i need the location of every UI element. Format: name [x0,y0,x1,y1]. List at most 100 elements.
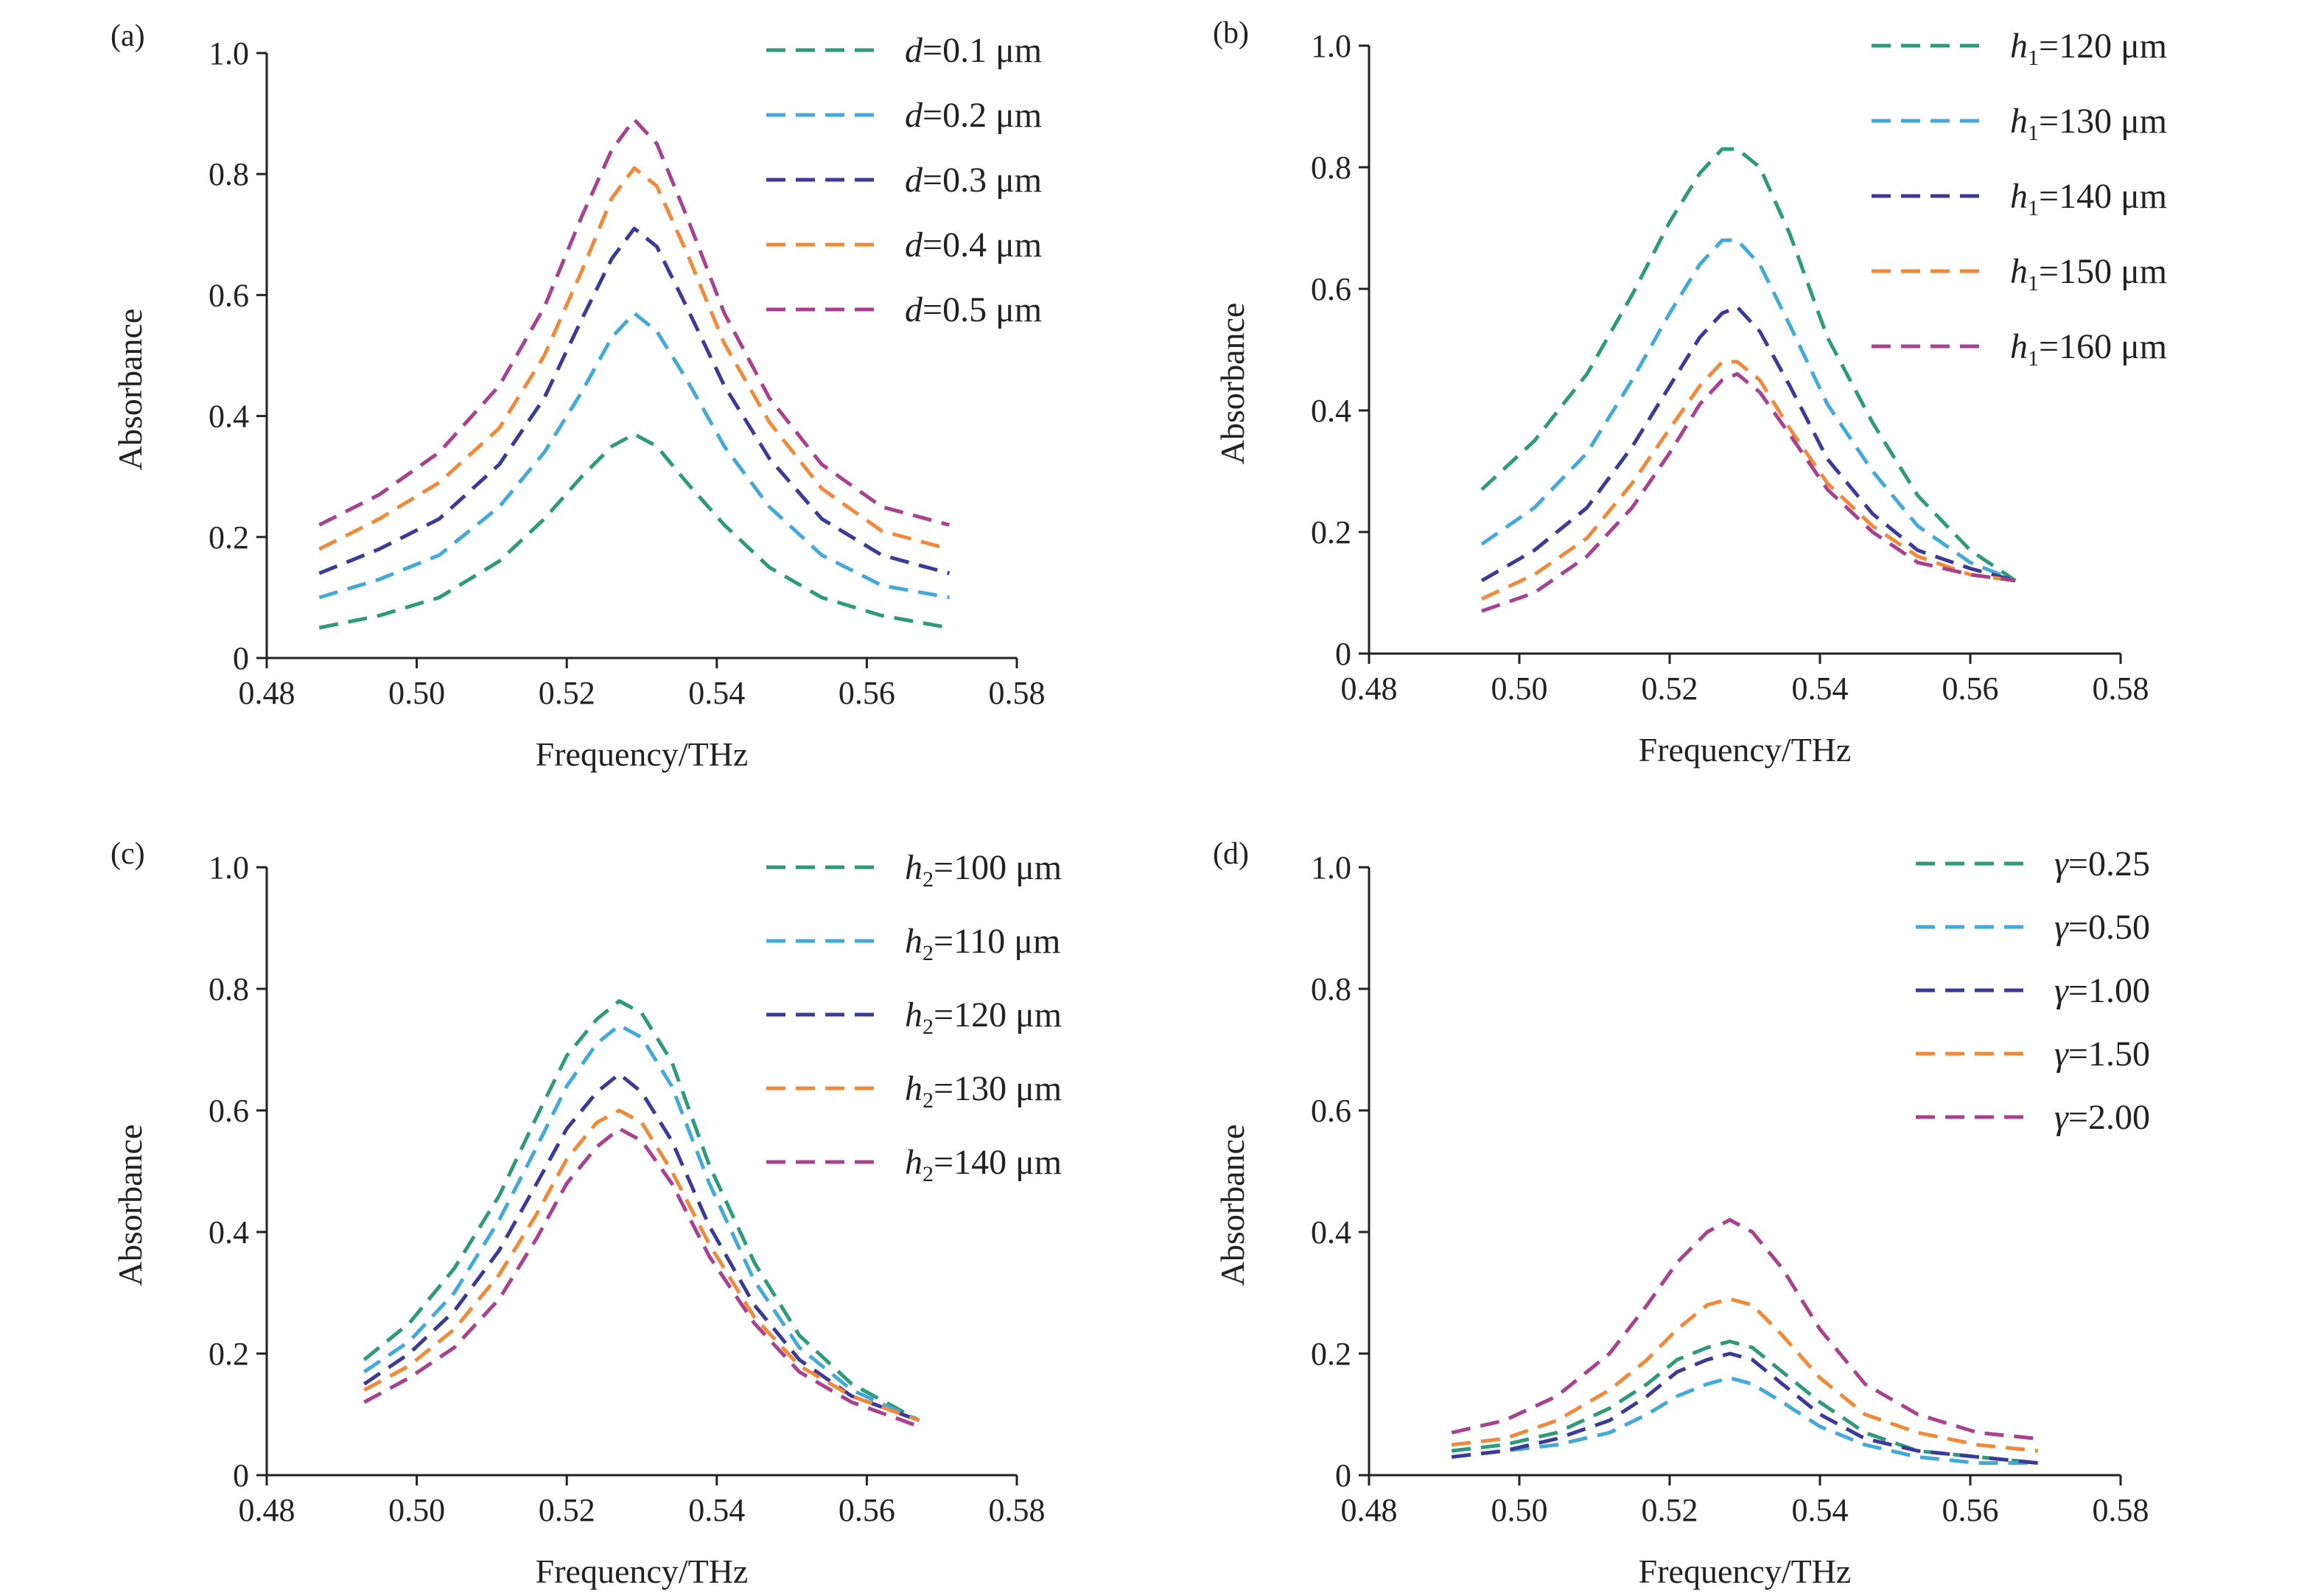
legend-value: =140 μm [2039,177,2167,216]
legend-symbol: d [905,161,923,200]
legend-label: d=0.1 μm [905,31,1042,70]
series-line-3 [1451,1297,2039,1453]
x-tick-label: 0.54 [1792,671,1849,707]
y-tick-label: 0.2 [1311,514,1351,550]
legend-symbol: γ [2054,844,2069,883]
series-line-4 [318,117,951,527]
legend-label: h1=140 μm [2010,177,2167,220]
series-line-0 [363,999,920,1422]
x-tick-label: 0.54 [688,675,745,711]
series-line-1 [1480,238,2017,583]
legend-subscript: 1 [2028,46,2039,70]
series-line-3 [318,166,951,551]
legend-symbol: h [905,1069,923,1108]
legend-value: =0.5 μm [923,290,1042,329]
x-axis-label: Frequency/THz [1639,731,1852,769]
x-tick-label: 0.48 [239,1492,295,1528]
x-axis-label: Frequency/THz [536,735,749,773]
legend-item: h1=130 μm [1872,102,2167,145]
legend-label: d=0.5 μm [905,290,1042,329]
y-tick-label: 1.0 [1311,28,1351,64]
y-axis-label: Absorbance [1214,303,1251,465]
x-tick-label: 0.56 [1942,671,1999,707]
legend-subscript: 1 [2028,196,2039,220]
legend-symbol: γ [2054,1035,2069,1074]
y-tick-label: 0.8 [1311,150,1351,186]
legend-value: =160 μm [2039,327,2167,366]
legend-label: h2=140 μm [905,1143,1062,1186]
series-line-0 [1480,147,2017,583]
legend-symbol: h [2010,327,2028,366]
series-line-3 [1480,360,2016,601]
legend-value: =130 μm [934,1069,1062,1108]
legend-item: d=0.2 μm [766,96,1042,135]
legend-item: h1=160 μm [1872,327,2167,371]
y-tick-label: 0.8 [1311,971,1351,1007]
x-tick-label: 0.50 [1491,671,1548,707]
x-axis-label: Frequency/THz [1639,1553,1852,1590]
x-tick-label: 0.56 [839,1492,895,1528]
x-tick-label: 0.48 [1341,1492,1398,1528]
legend-symbol: γ [2054,908,2069,947]
y-tick-label: 0 [1335,636,1351,672]
legend-item: d=0.5 μm [766,290,1042,329]
x-axis-label: Frequency/THz [536,1553,749,1590]
x-tick-label: 0.48 [1341,671,1398,707]
y-tick-label: 0.8 [209,971,249,1007]
legend-value: =120 μm [934,995,1062,1035]
legend-item: h1=150 μm [1872,252,2167,295]
legend-item: h2=100 μm [766,848,1062,892]
x-tick-label: 0.52 [1642,1492,1698,1528]
legend-item: γ=2.00 [1916,1098,2150,1137]
panel-3: (d) 0.48 0.50 0.52 0.54 0.56 0.58 0 0.2 0.4 0.6 0.8… [1213,837,2150,1590]
series-line-1 [318,311,950,600]
panel-0: (a) 0.48 0.50 0.52 0.54 0.56 0.58 0 0.2 0.4 0.6 0.8… [111,19,1046,773]
legend-value: =0.3 μm [923,161,1042,200]
y-tick-label: 0.4 [1311,1214,1351,1250]
y-tick-label: 0.6 [209,277,249,313]
legend-value: =0.4 μm [923,225,1042,265]
series-line-0 [1451,1340,2039,1465]
x-tick-label: 0.58 [2093,1492,2149,1528]
y-tick-label: 0.4 [1311,393,1351,429]
series-line-4 [1481,372,2016,613]
series-line-2 [363,1072,920,1423]
legend-item: d=0.1 μm [766,31,1042,70]
legend-item: h1=140 μm [1872,177,2167,220]
x-tick-label: 0.58 [989,675,1046,711]
legend-item: h2=110 μm [766,922,1060,965]
y-axis-label: Absorbance [111,309,149,471]
legend-item: γ=0.50 [1916,908,2150,947]
legend-symbol: h [905,848,923,887]
legend-symbol: γ [2054,971,2069,1010]
y-tick-label: 0.8 [209,156,249,192]
legend-subscript: 2 [923,941,934,965]
y-tick-label: 1.0 [209,850,249,886]
legend-symbol: h [2010,177,2028,216]
series-line-1 [363,1023,920,1423]
legend-label: h2=120 μm [905,995,1062,1039]
panel-label: (c) [111,837,145,871]
legend-value: =0.2 μm [923,96,1042,135]
legend-label: h2=130 μm [905,1069,1062,1113]
x-tick-label: 0.54 [688,1492,745,1528]
legend-subscript: 2 [923,1088,934,1113]
legend-item: γ=0.25 [1916,844,2150,883]
legend-subscript: 1 [2028,346,2039,371]
legend-value: =0.50 [2068,908,2150,947]
x-tick-label: 0.48 [239,675,295,711]
legend-symbol: h [2010,102,2028,141]
y-tick-label: 1.0 [1311,850,1351,886]
y-tick-label: 0 [233,640,249,676]
y-tick-label: 0.2 [209,519,249,556]
legend-symbol: d [905,290,923,329]
series-line-1 [1451,1376,2038,1465]
legend-value: =120 μm [2039,27,2167,66]
x-tick-label: 0.52 [539,675,595,711]
legend-label: γ=1.00 [2054,971,2150,1010]
x-tick-label: 0.52 [539,1492,595,1528]
legend-value: =1.50 [2068,1035,2150,1074]
legend-item: γ=1.50 [1916,1035,2150,1074]
x-tick-label: 0.50 [388,1492,445,1528]
